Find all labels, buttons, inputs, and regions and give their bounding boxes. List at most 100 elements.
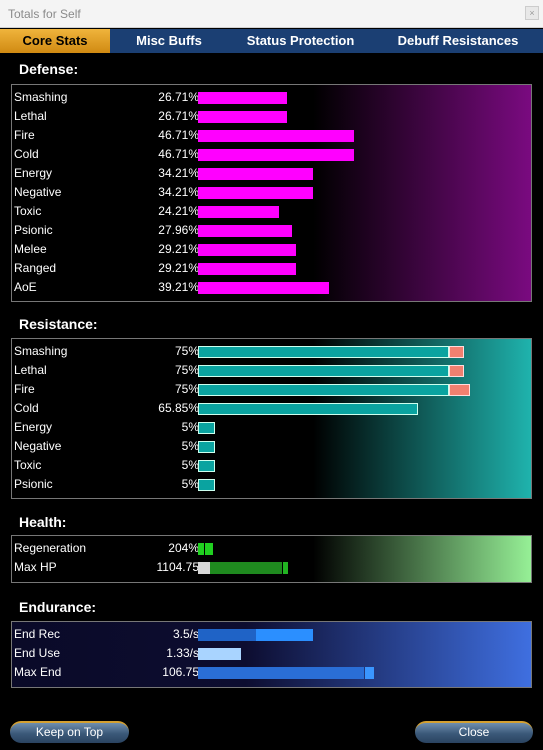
stat-label: Melee — [14, 242, 47, 256]
health-panel: Regeneration 204% Max HP 1104.75 — [11, 535, 532, 583]
stat-value: 75% — [174, 382, 199, 396]
stat-value: 1104.75 — [156, 560, 200, 574]
resistance-overcap-bar — [449, 384, 470, 396]
defense-row-fire: Fire 46.71% — [12, 126, 532, 145]
stat-label: End Use — [14, 646, 61, 660]
tab-status-protection[interactable]: Status Protection — [246, 33, 355, 48]
stat-value: 29.21% — [158, 242, 199, 256]
resistance-row-smashing: Smashing 75% — [12, 342, 532, 361]
close-button[interactable]: Close — [415, 721, 533, 743]
max-hp-bonus-bar — [283, 562, 288, 574]
resistance-bar — [198, 441, 215, 453]
tab-debuff-resistances[interactable]: Debuff Resistances — [397, 33, 519, 48]
defense-row-energy: Energy 34.21% — [12, 164, 532, 183]
resistance-bar — [198, 479, 215, 491]
stat-label: Max HP — [14, 560, 57, 574]
defense-row-aoe: AoE 39.21% — [12, 278, 532, 297]
resistance-bar — [198, 346, 449, 358]
stat-label: Cold — [14, 401, 39, 415]
max-end-bar — [198, 667, 364, 679]
stat-value: 5% — [181, 458, 199, 472]
stat-value: 1.33/s — [166, 646, 199, 660]
resistance-bar — [198, 422, 215, 434]
resistance-bar — [198, 460, 215, 472]
end-rec-bonus-bar — [256, 629, 313, 641]
resistance-row-psionic: Psionic 5% — [12, 475, 532, 494]
defense-bar — [198, 168, 313, 180]
defense-bar — [198, 244, 296, 256]
resistance-row-energy: Energy 5% — [12, 418, 532, 437]
tab-bar: Core Stats Misc Buffs Status Protection … — [0, 29, 543, 53]
stat-value: 24.21% — [158, 204, 199, 218]
keep-on-top-button[interactable]: Keep on Top — [10, 721, 129, 743]
max-hp-base-bar — [198, 562, 210, 574]
stat-value: 27.96% — [158, 223, 199, 237]
stat-value: 3.5/s — [172, 627, 199, 641]
stat-value: 34.21% — [158, 166, 199, 180]
defense-bar — [198, 130, 354, 142]
resistance-row-cold: Cold 65.85% — [12, 399, 532, 418]
resistance-row-negative: Negative 5% — [12, 437, 532, 456]
defense-bar — [198, 111, 287, 123]
endurance-row-end-use: End Use 1.33/s — [12, 644, 532, 663]
defense-row-cold: Cold 46.71% — [12, 145, 532, 164]
stat-label: Fire — [14, 382, 35, 396]
defense-row-lethal: Lethal 26.71% — [12, 107, 532, 126]
stat-value: 5% — [181, 439, 199, 453]
defense-bar — [198, 149, 354, 161]
defense-row-smashing: Smashing 26.71% — [12, 88, 532, 107]
stat-value: 29.21% — [158, 261, 199, 275]
stat-label: Lethal — [14, 109, 47, 123]
max-hp-bar — [210, 562, 282, 574]
defense-row-toxic: Toxic 24.21% — [12, 202, 532, 221]
stat-label: Cold — [14, 147, 39, 161]
defense-bar — [198, 187, 313, 199]
regeneration-bar-segment — [205, 543, 213, 555]
defense-panel: Smashing 26.71% Lethal 26.71% Fire 46.71… — [11, 84, 532, 302]
stat-label: Smashing — [14, 344, 68, 358]
stat-label: Toxic — [14, 204, 42, 218]
resistance-bar — [198, 365, 449, 377]
stat-label: Max End — [14, 665, 62, 679]
stat-value: 26.71% — [158, 109, 199, 123]
endurance-row-max-end: Max End 106.75 — [12, 663, 532, 682]
defense-row-negative: Negative 34.21% — [12, 183, 532, 202]
stat-label: Negative — [14, 439, 62, 453]
stat-value: 204% — [168, 541, 199, 555]
regeneration-bar-segment — [198, 543, 204, 555]
stat-value: 75% — [174, 363, 199, 377]
health-section-title: Health: — [19, 514, 67, 530]
stat-label: End Rec — [14, 627, 61, 641]
stat-value: 39.21% — [158, 280, 199, 294]
window-close-icon[interactable]: × — [525, 6, 539, 20]
stat-value: 26.71% — [158, 90, 199, 104]
defense-bar — [198, 92, 287, 104]
resistance-row-fire: Fire 75% — [12, 380, 532, 399]
stat-label: Negative — [14, 185, 62, 199]
defense-row-melee: Melee 29.21% — [12, 240, 532, 259]
stat-label: AoE — [14, 280, 37, 294]
resistance-row-lethal: Lethal 75% — [12, 361, 532, 380]
resistance-section-title: Resistance: — [19, 316, 98, 332]
resistance-panel: Smashing 75% Lethal 75% Fire 75% Cold 65… — [11, 338, 532, 499]
stat-value: 34.21% — [158, 185, 199, 199]
stat-label: Ranged — [14, 261, 57, 275]
tab-misc-buffs[interactable]: Misc Buffs — [136, 33, 202, 48]
endurance-section-title: Endurance: — [19, 599, 97, 615]
stat-value: 46.71% — [158, 128, 199, 142]
defense-row-ranged: Ranged 29.21% — [12, 259, 532, 278]
window-title: Totals for Self — [8, 7, 81, 21]
stat-label: Energy — [14, 166, 53, 180]
stat-label: Lethal — [14, 363, 47, 377]
stat-label: Fire — [14, 128, 35, 142]
stat-label: Psionic — [14, 223, 53, 237]
stat-label: Regeneration — [14, 541, 87, 555]
health-row-max-hp: Max HP 1104.75 — [12, 558, 532, 577]
defense-bar — [198, 282, 329, 294]
resistance-overcap-bar — [449, 346, 464, 358]
tab-core-stats[interactable]: Core Stats — [0, 29, 110, 53]
resistance-bar — [198, 384, 449, 396]
defense-row-psionic: Psionic 27.96% — [12, 221, 532, 240]
health-row-regeneration: Regeneration 204% — [12, 539, 532, 558]
stat-value: 5% — [181, 420, 199, 434]
